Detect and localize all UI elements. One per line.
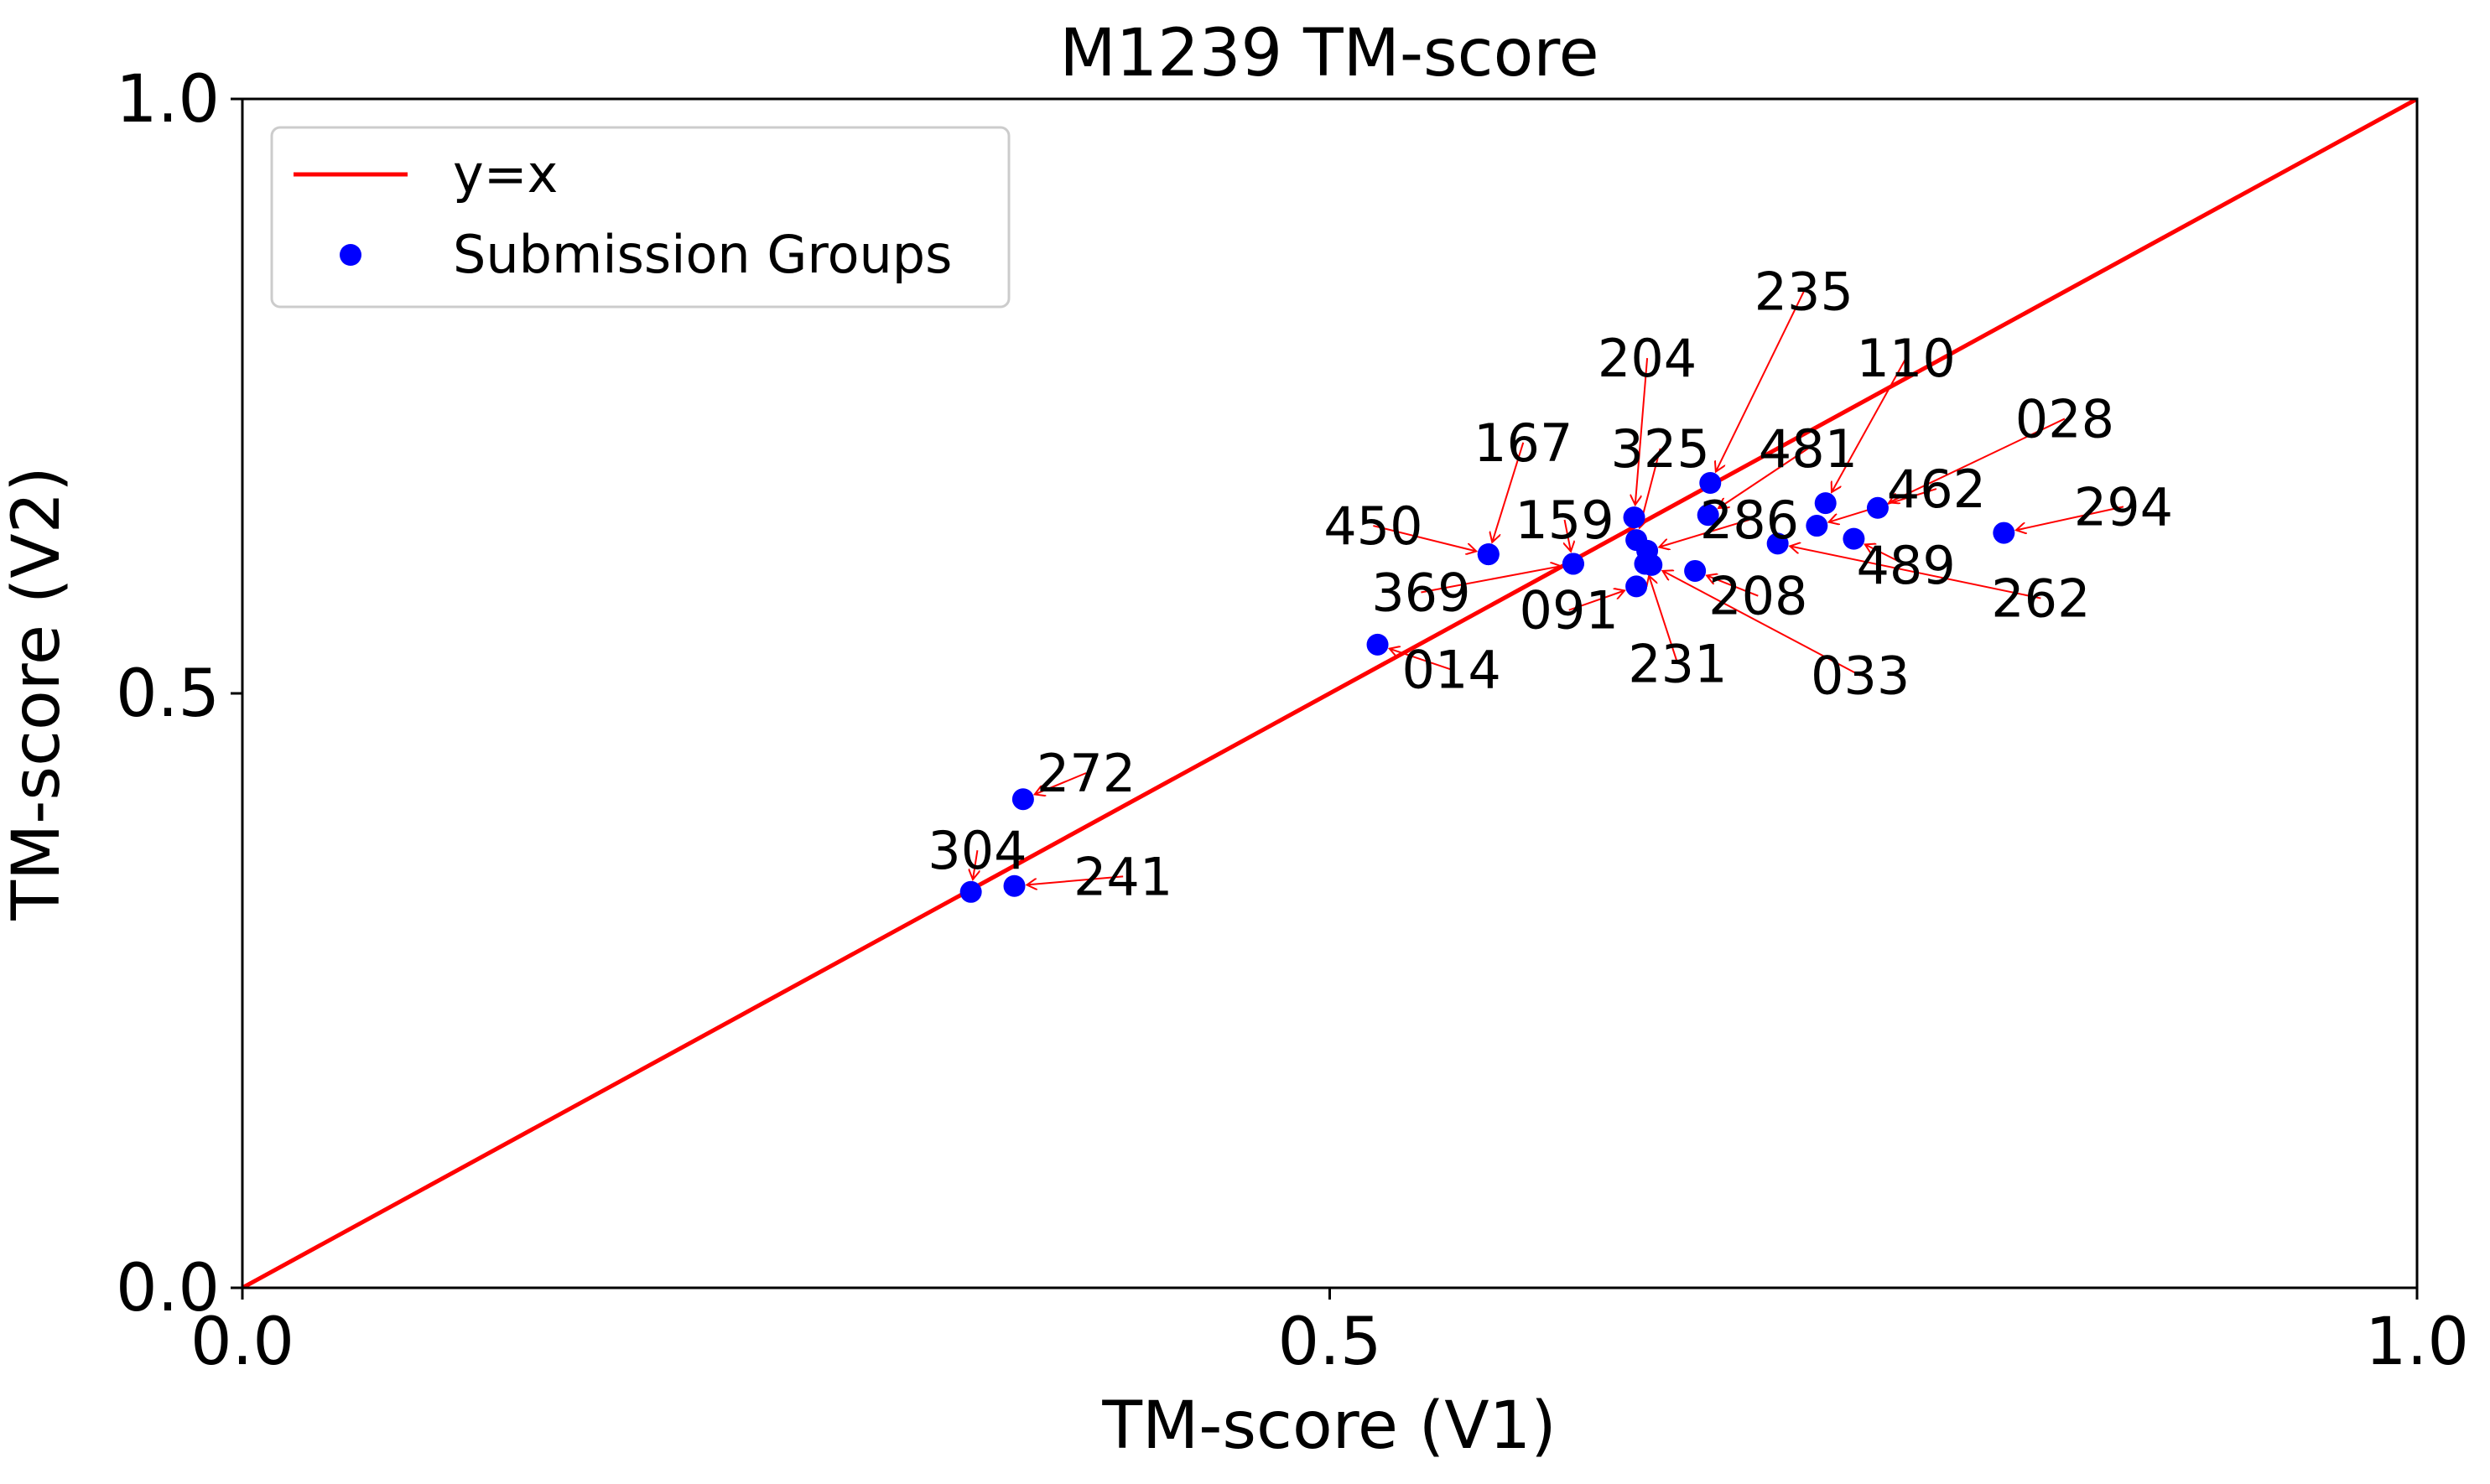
point-label-167: 167 xyxy=(1474,413,1572,474)
annotation-arrow-028 xyxy=(1889,418,2066,502)
point-label-204: 204 xyxy=(1598,328,1697,389)
chart-title: M1239 TM-score xyxy=(1059,16,1598,91)
x-tick-label-0: 0.0 xyxy=(190,1305,294,1380)
x-axis-ticks: 0.0 0.5 1.0 xyxy=(190,1288,2469,1380)
annotation-arrow-091 xyxy=(1568,590,1624,611)
data-point-450 xyxy=(1477,543,1500,566)
point-label-481: 481 xyxy=(1759,418,1858,480)
points-layer xyxy=(959,472,2015,903)
annotation-arrow-489 xyxy=(1865,544,1907,566)
point-labels-layer: 235 204 110 028 167 325 481 462 294 450 159 286 489 2… xyxy=(928,262,2173,908)
annotation-arrow-033 xyxy=(1663,571,1861,677)
point-label-262: 262 xyxy=(1991,568,2090,630)
annotation-arrow-241 xyxy=(1027,875,1124,885)
point-label-304: 304 xyxy=(928,820,1027,881)
annotation-arrow-286 xyxy=(1659,519,1750,547)
annotation-arrow-262 xyxy=(1790,546,2041,599)
data-point-369 xyxy=(1562,553,1584,575)
legend-box xyxy=(270,126,1011,309)
point-label-272: 272 xyxy=(1037,743,1136,804)
point-label-294: 294 xyxy=(2074,476,2173,537)
x-tick-label-2: 1.0 xyxy=(2365,1305,2469,1380)
data-point-091 xyxy=(1625,575,1648,598)
data-point-481 xyxy=(1697,504,1719,527)
data-point-262 xyxy=(1766,532,1789,555)
annotation-arrow-450 xyxy=(1373,525,1476,551)
data-point-033 xyxy=(1640,553,1663,576)
y-axis-label: TM-score (V2) xyxy=(0,466,75,921)
point-label-235: 235 xyxy=(1754,262,1853,323)
point-label-033: 033 xyxy=(1811,646,1910,707)
x-axis-label: TM-score (V1) xyxy=(1101,1388,1556,1464)
annotation-arrow-014 xyxy=(1390,649,1453,671)
point-label-091: 091 xyxy=(1520,580,1619,641)
data-point-272 xyxy=(1011,788,1034,811)
annotation-layer xyxy=(973,291,2124,885)
annotation-arrow-110 xyxy=(1832,357,1907,492)
annotation-arrow-304 xyxy=(973,850,977,880)
legend-label-groups: Submission Groups xyxy=(453,224,952,285)
reference-line-layer xyxy=(242,99,2417,1288)
annotation-arrow-231 xyxy=(1649,576,1679,664)
x-tick-label-1: 0.5 xyxy=(1277,1305,1381,1380)
y-tick-label-0: 0.0 xyxy=(116,1251,220,1326)
point-label-369: 369 xyxy=(1371,562,1470,623)
data-point-235 xyxy=(1699,472,1722,495)
y-tick-label-1: 0.5 xyxy=(116,656,220,732)
point-label-014: 014 xyxy=(1402,640,1501,701)
legend-label-ref-line: y=x xyxy=(453,143,558,205)
annotation-arrow-481 xyxy=(1718,448,1809,508)
annotation-arrow-159 xyxy=(1565,519,1571,552)
point-label-159: 159 xyxy=(1515,490,1614,551)
annotation-arrow-369 xyxy=(1421,566,1561,594)
data-point-489 xyxy=(1843,527,1865,550)
point-label-450: 450 xyxy=(1323,496,1422,557)
point-label-028: 028 xyxy=(2015,388,2114,449)
annotation-arrow-294 xyxy=(2016,506,2124,530)
point-label-241: 241 xyxy=(1073,846,1172,907)
point-label-110: 110 xyxy=(1856,328,1955,389)
annotation-arrow-272 xyxy=(1035,772,1087,794)
data-point-028 xyxy=(1866,496,1889,519)
point-label-325: 325 xyxy=(1610,418,1709,480)
y-tick-label-2: 1.0 xyxy=(116,62,220,138)
data-point-294 xyxy=(1993,521,2015,544)
annotation-arrow-235 xyxy=(1716,291,1805,472)
annotation-arrow-167 xyxy=(1492,442,1525,542)
data-point-204 xyxy=(1623,506,1645,529)
point-label-231: 231 xyxy=(1628,634,1727,695)
annotation-arrow-204 xyxy=(1635,358,1649,505)
point-label-489: 489 xyxy=(1856,535,1955,596)
reference-line-y-equals-x xyxy=(242,99,2417,1288)
annotation-arrow-208 xyxy=(1707,575,1759,597)
data-point-110 xyxy=(1814,492,1837,515)
data-point-304 xyxy=(959,880,982,903)
y-axis-ticks: 0.0 0.5 1.0 xyxy=(116,62,242,1326)
point-label-208: 208 xyxy=(1708,566,1807,627)
legend: y=x Submission Groups xyxy=(270,126,1011,309)
legend-dot-swatch xyxy=(340,244,361,266)
point-label-462: 462 xyxy=(1887,459,1986,520)
data-point-208 xyxy=(1684,559,1707,582)
data-point-241 xyxy=(1003,874,1026,897)
point-label-286: 286 xyxy=(1700,490,1799,551)
data-point-014 xyxy=(1366,633,1389,656)
data-point-462 xyxy=(1806,515,1828,537)
